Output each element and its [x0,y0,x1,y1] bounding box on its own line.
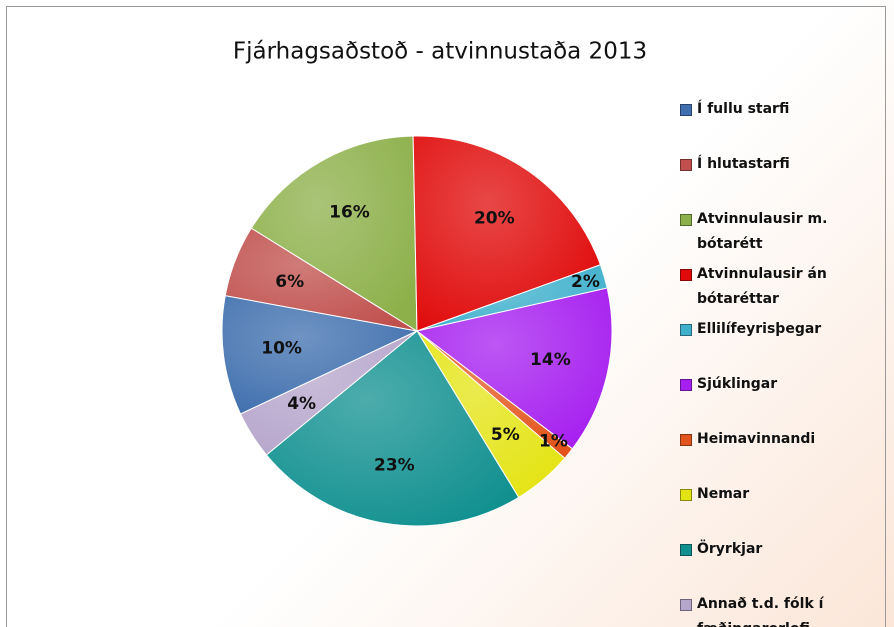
legend-entry: Annað t.d. fólk í fæðingarorlofi [680,592,880,627]
legend-label: Ellilífeyrisþegar [697,321,822,337]
legend-entry: Atvinnulausir m. bótarétt [680,207,880,257]
legend-entry: Í hlutastarfi [680,152,880,177]
pie-slice [415,287,613,450]
data-label: 10% [261,339,302,359]
legend-swatch [680,159,692,171]
legend-swatch [680,544,692,556]
pie-slice [250,135,418,332]
data-label: 4% [287,394,316,414]
legend-entry: Atvinnulausir án bótaréttar [680,262,880,312]
legend-label: Atvinnulausir m. bótarétt [697,211,828,252]
legend-entry: Ellilífeyrisþegar [680,317,880,342]
legend-entry: Nemar [680,482,880,507]
legend-entry: Öryrkjar [680,537,880,562]
pie-slice [221,295,419,415]
data-label: 14% [530,350,571,370]
legend-label: Atvinnulausir án bótaréttar [697,266,827,307]
data-label: 2% [571,272,600,292]
legend-swatch [680,269,692,281]
legend-label: Í hlutastarfi [697,156,790,172]
legend-entry: Sjúklingar [680,372,880,397]
chart-title: Fjárhagsaðstoð - atvinnustaða 2013 [233,39,647,65]
chart-frame [6,6,886,627]
legend-label: Nemar [697,486,750,502]
legend-label: Heimavinnandi [697,431,816,447]
data-label: 6% [275,272,304,292]
legend-swatch [680,214,692,226]
pie-slice [239,330,418,456]
legend-swatch [680,104,692,116]
data-label: 1% [539,431,568,451]
legend-swatch [680,379,692,391]
legend-label: Öryrkjar [697,541,763,557]
legend-entry: Í fullu starfi [680,97,880,122]
data-label: 23% [374,456,415,476]
data-label: 16% [329,202,370,222]
legend-swatch [680,599,692,611]
legend-swatch [680,324,692,336]
legend-swatch [680,489,692,501]
data-label: 20% [474,209,515,229]
legend-label: Í fullu starfi [697,101,790,117]
legend-entry: Heimavinnandi [680,427,880,452]
pie-slice [412,135,602,332]
legend-label: Sjúklingar [697,376,778,392]
legend-label: Annað t.d. fólk í fæðingarorlofi [697,596,824,627]
pie-slice [265,330,520,527]
data-label: 5% [491,425,520,445]
legend-swatch [680,434,692,446]
